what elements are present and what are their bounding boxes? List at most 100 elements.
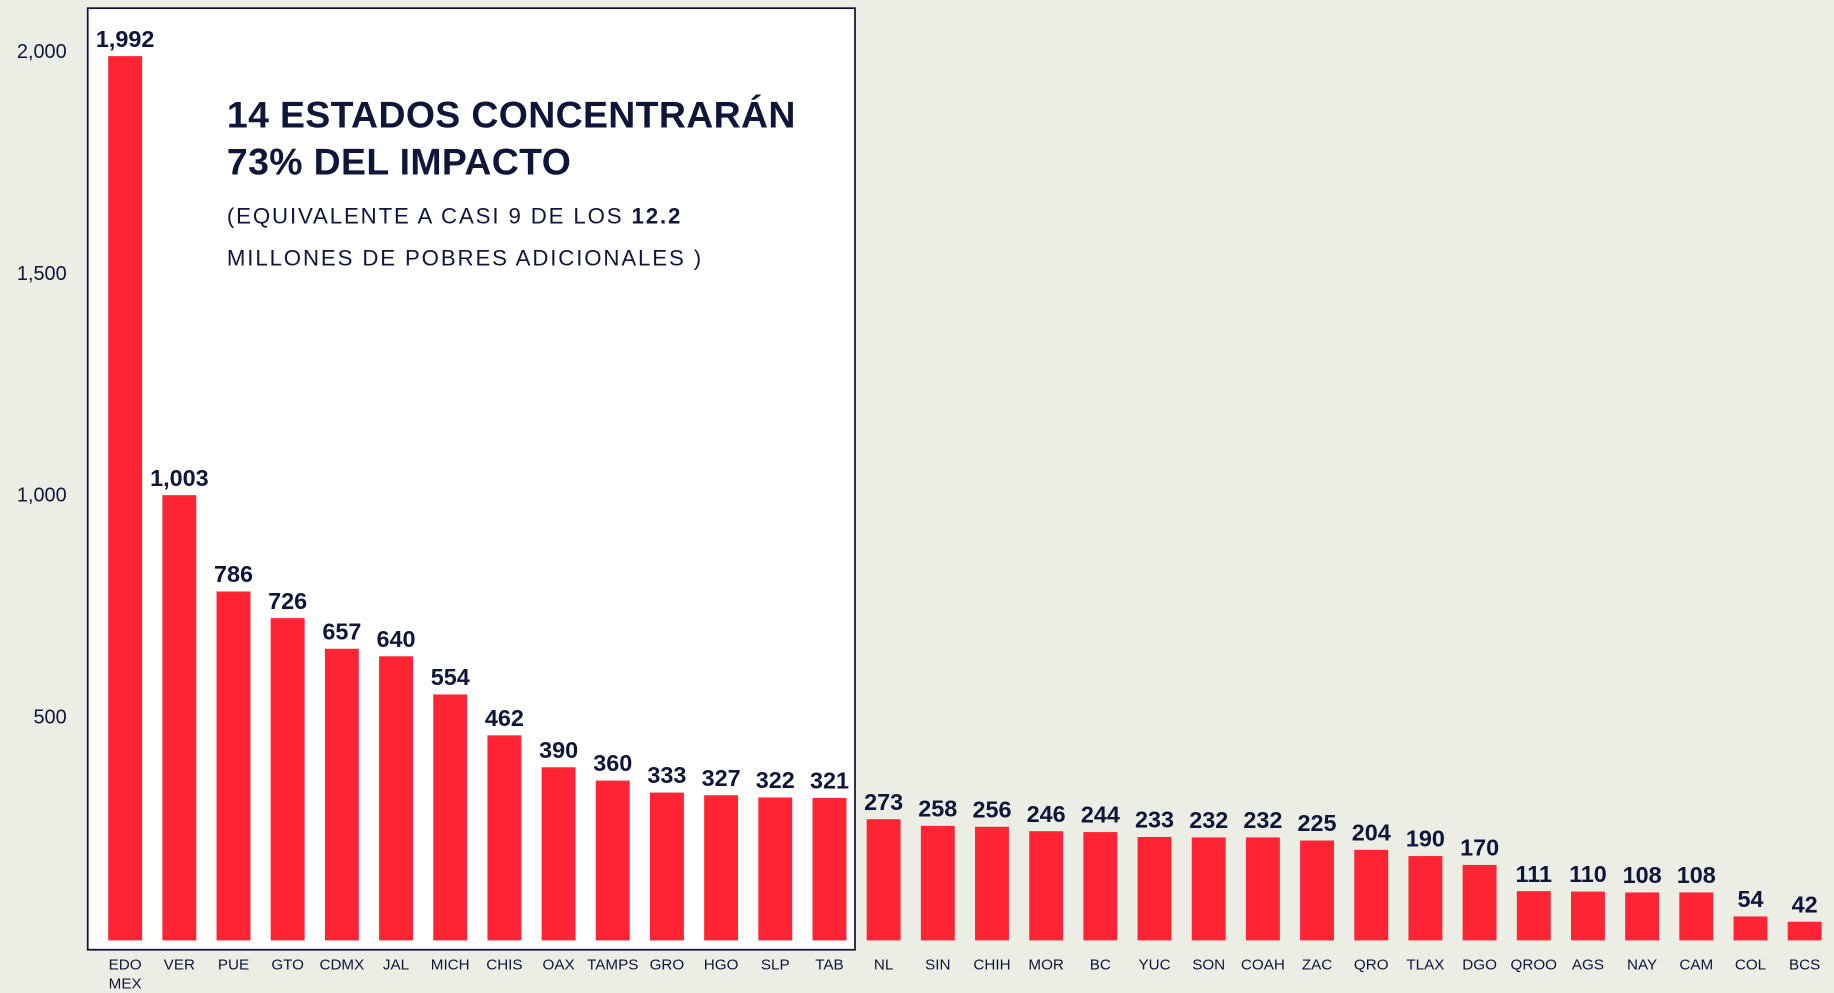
value-label: 258 (918, 796, 957, 822)
bar (975, 826, 1009, 941)
value-label: 232 (1189, 807, 1228, 833)
value-label: 327 (702, 765, 741, 791)
annotation: 14 ESTADOS CONCENTRARÁN 73% DEL IMPACTO (… (227, 91, 847, 280)
x-tick-label: YUC (1138, 955, 1171, 974)
value-label: 244 (1081, 802, 1120, 828)
x-tick-label: TAMPS (587, 955, 639, 974)
bar (1516, 891, 1551, 941)
x-tick-label: DGO (1462, 955, 1497, 974)
value-label: 321 (810, 768, 849, 794)
x-tick-label: QROO (1510, 955, 1557, 974)
value-label: 108 (1677, 862, 1716, 888)
annotation-note: (EQUIVALENTE A CASI 9 DE LOS 12.2 MILLON… (227, 196, 730, 280)
bar (541, 767, 576, 941)
x-tick-label: COAH (1240, 955, 1285, 974)
bar (1300, 840, 1335, 941)
x-tick-label: JAL (382, 955, 410, 974)
bar (1354, 849, 1389, 941)
value-label: 1,992 (96, 26, 155, 52)
bar (1408, 856, 1443, 941)
bar (1245, 837, 1280, 941)
x-tick-label: TLAX (1406, 955, 1445, 974)
x-tick-label: ZAC (1301, 955, 1333, 974)
bar (324, 648, 359, 941)
value-label: 657 (322, 618, 361, 644)
bar (487, 735, 522, 941)
bar (1191, 837, 1226, 941)
value-label: 108 (1623, 862, 1662, 888)
bar (1137, 836, 1172, 941)
bar (379, 656, 413, 941)
value-label: 333 (647, 762, 686, 788)
value-label: 54 (1737, 886, 1763, 912)
bar (1083, 832, 1118, 941)
value-label: 786 (214, 561, 253, 587)
value-label: 273 (864, 789, 903, 815)
value-label: 233 (1135, 807, 1174, 833)
x-tick-label: CDMX (319, 955, 365, 974)
bar (108, 56, 143, 941)
bar (216, 591, 251, 941)
bar (162, 495, 197, 941)
x-tick-label: GTO (271, 955, 305, 974)
bar (758, 797, 793, 941)
x-tick-label: SLP (760, 955, 790, 974)
bar (595, 780, 630, 941)
value-label: 111 (1516, 861, 1552, 887)
value-label: 462 (485, 705, 524, 731)
bar (1570, 891, 1605, 941)
value-label: 42 (1792, 891, 1818, 917)
x-tick-label: QRO (1353, 955, 1389, 974)
note-text: (EQUIVALENTE A CASI 9 DE LOS (226, 204, 632, 230)
x-tick-label: CHIS (486, 955, 523, 974)
x-tick-label: OAX (542, 955, 575, 974)
value-label: 360 (593, 750, 632, 776)
bar (866, 819, 901, 941)
note-text: MILLONES DE POBRES ADICIONALES ) (226, 246, 703, 272)
value-label: 1,003 (150, 465, 209, 491)
x-tick-label: CHIH (973, 955, 1011, 974)
annotation-line: 14 ESTADOS CONCENTRARÁN (226, 93, 796, 136)
value-label: 110 (1569, 861, 1607, 887)
x-tick-label: NAY (1627, 955, 1658, 974)
bar (1029, 831, 1064, 941)
value-label: 322 (756, 767, 795, 793)
x-tick-label: MICH (430, 955, 470, 974)
x-tick-label: GRO (649, 955, 685, 974)
x-tick-label: AGS (1571, 955, 1604, 974)
value-label: 225 (1298, 810, 1337, 836)
y-tick-label: 1,500 (17, 263, 67, 285)
x-tick-label: HGO (703, 955, 739, 974)
bar (270, 618, 305, 941)
value-label: 190 (1406, 826, 1445, 852)
bar (1787, 921, 1822, 941)
x-tick-label: VER (163, 955, 195, 974)
value-label: 204 (1352, 819, 1391, 845)
note-bold: 12.2 (631, 204, 683, 230)
x-tick-label: SIN (925, 955, 951, 974)
y-tick-label: 2,000 (17, 41, 67, 63)
bar (812, 797, 847, 941)
value-label: 246 (1027, 801, 1066, 827)
x-tick-label: BC (1089, 955, 1111, 974)
bar (920, 825, 955, 941)
value-label: 232 (1243, 807, 1282, 833)
annotation-title: 14 ESTADOS CONCENTRARÁN 73% DEL IMPACTO (227, 91, 847, 185)
x-tick-label: BCS (1789, 955, 1821, 974)
y-tick-label: 1,000 (17, 485, 67, 507)
bar (433, 694, 468, 941)
value-label: 390 (539, 737, 578, 763)
bar (704, 795, 739, 941)
bar (1679, 892, 1714, 941)
x-tick-label: EDO MEX (108, 955, 142, 992)
value-label: 256 (972, 796, 1011, 822)
x-tick-label: MOR (1028, 955, 1064, 974)
bar (1733, 916, 1768, 941)
x-tick-label: SON (1192, 955, 1226, 974)
annotation-line: 73% DEL IMPACTO (226, 140, 572, 183)
y-tick-label: 500 (33, 707, 66, 729)
value-label: 640 (377, 626, 416, 652)
